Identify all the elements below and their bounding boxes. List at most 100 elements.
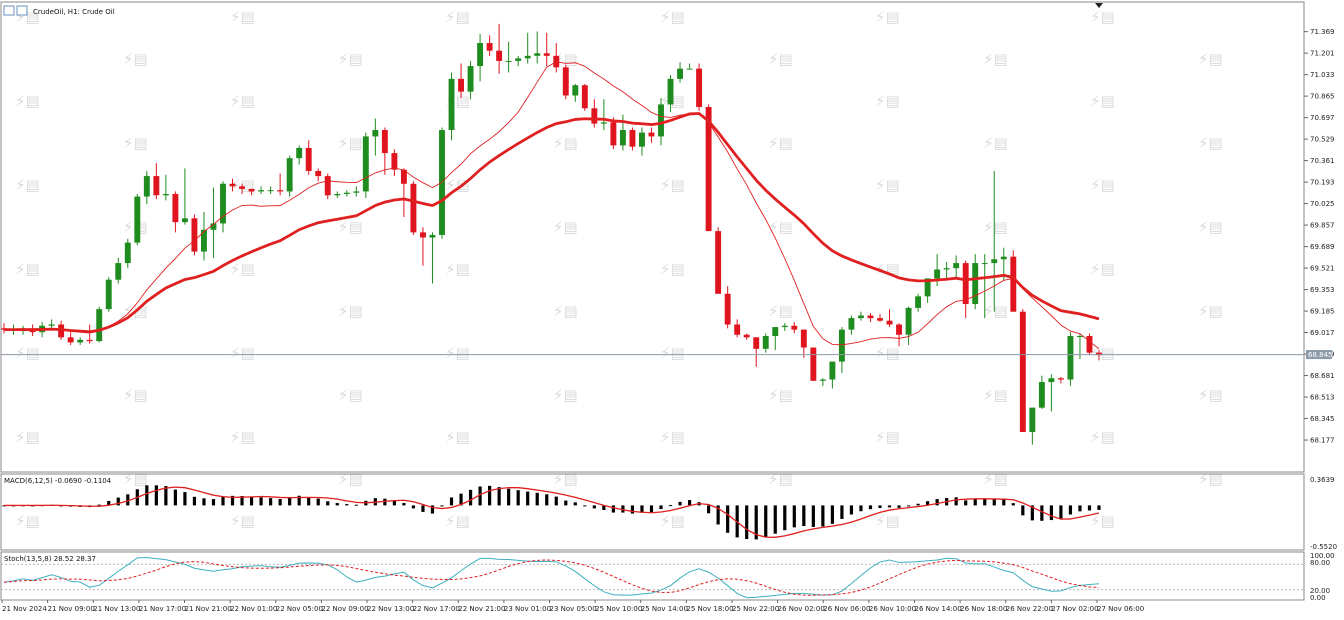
- macd-histogram-bar: [516, 490, 520, 506]
- macd-histogram-bar: [926, 501, 930, 506]
- macd-histogram-bar: [887, 505, 892, 508]
- watermark-mark: ⚡▤: [660, 428, 685, 446]
- macd-histogram-bar: [335, 503, 339, 506]
- time-tick-label: 25 Nov 14:00: [641, 605, 688, 613]
- candle-body: [77, 339, 84, 343]
- candle-body: [458, 78, 464, 92]
- time-tick-label: 22 Nov 05:00: [276, 605, 323, 613]
- macd-histogram-bar: [1097, 505, 1101, 510]
- macd-histogram-bar: [116, 497, 120, 506]
- candle-body: [800, 329, 807, 348]
- shift-marker-icon[interactable]: [1095, 3, 1103, 8]
- candle-body: [400, 169, 407, 184]
- watermark-mark: ⚡▤: [660, 176, 685, 194]
- candle-body: [248, 188, 255, 192]
- candle-body: [581, 85, 588, 109]
- macd-histogram-bar: [126, 494, 130, 506]
- macd-histogram-bar: [183, 492, 187, 506]
- candle-body: [305, 147, 312, 171]
- candle-body: [1077, 336, 1083, 338]
- price-pane-frame: [0, 1, 1305, 473]
- price-tick-label: 71.033: [1310, 71, 1335, 79]
- macd-histogram-bar: [954, 497, 958, 506]
- watermark-mark: ⚡▤: [123, 386, 148, 404]
- macd-histogram-bar: [811, 505, 815, 527]
- candle-body: [705, 107, 712, 232]
- time-tick-label: 22 Nov 17:00: [413, 605, 460, 613]
- watermark-mark: ⚡▤: [1090, 176, 1115, 194]
- time-tick-label: 23 Nov 05:00: [550, 605, 597, 613]
- macd-histogram-bar: [269, 498, 273, 506]
- toolbar-icon-2[interactable]: [16, 5, 28, 16]
- candle-body: [191, 218, 198, 252]
- watermark-mark: ⚡▤: [15, 92, 40, 110]
- chart-title: CrudeOil, H1: Crude Oil: [33, 8, 115, 16]
- watermark-mark: ⚡▤: [15, 512, 40, 530]
- watermark-mark: ⚡▤: [768, 134, 793, 152]
- candle-body: [810, 347, 817, 381]
- macd-histogram-bar: [992, 498, 996, 506]
- candle-body: [534, 53, 541, 56]
- watermark-mark: ⚡▤: [15, 428, 40, 446]
- toolbar-icon[interactable]: [3, 5, 15, 16]
- price-tick-label: 70.697: [1310, 114, 1335, 122]
- watermark-mark: ⚡▤: [230, 260, 255, 278]
- watermark-mark: ⚡▤: [1198, 386, 1223, 404]
- macd-histogram-bar: [802, 505, 806, 527]
- candle-body: [1029, 407, 1036, 432]
- macd-histogram-bar: [192, 496, 197, 506]
- macd-histogram-bar: [154, 485, 158, 506]
- macd-tick-bottom: -0.5520: [1310, 543, 1337, 551]
- time-tick-label: 25 Nov 10:00: [595, 605, 642, 613]
- candle-body: [781, 325, 788, 328]
- candle-body: [772, 327, 779, 337]
- price-tick-label: 70.529: [1310, 136, 1335, 144]
- macd-histogram-bar: [849, 505, 854, 515]
- macd-histogram-bar: [249, 496, 254, 506]
- watermark-mark: ⚡▤: [1090, 260, 1115, 278]
- macd-histogram-bar: [764, 505, 768, 538]
- time-tick-label: 26 Nov 22:00: [1006, 605, 1053, 613]
- candle-body: [181, 218, 188, 223]
- time-tick-label: 25 Nov 18:00: [686, 605, 733, 613]
- watermark-mark: ⚡▤: [230, 344, 255, 362]
- macd-histogram-bar: [840, 505, 844, 519]
- candle-body: [867, 315, 874, 319]
- time-tick-label: 26 Nov 10:00: [869, 605, 916, 613]
- macd-histogram-bar: [1049, 505, 1053, 521]
- watermark-mark: ⚡▤: [230, 512, 255, 530]
- price-tick-label: 68.681: [1310, 372, 1335, 380]
- watermark-mark: ⚡▤: [1090, 512, 1115, 530]
- watermark-mark: ⚡▤: [875, 260, 900, 278]
- watermark-mark: ⚡▤: [445, 428, 470, 446]
- candle-body: [115, 263, 122, 280]
- macd-histogram-bar: [983, 498, 987, 506]
- time-tick-label: 27 Nov 02:00: [1051, 605, 1098, 613]
- watermark-mark: ⚡▤: [875, 92, 900, 110]
- macd-histogram-bar: [754, 505, 758, 540]
- watermark-mark: ⚡▤: [15, 260, 40, 278]
- candle-body: [134, 196, 141, 243]
- candle-body: [448, 78, 455, 131]
- candle-body: [696, 68, 703, 107]
- macd-histogram-bar: [554, 496, 558, 506]
- watermark-mark: ⚡▤: [1198, 218, 1223, 236]
- candle-body: [467, 66, 474, 92]
- watermark-mark: ⚡▤: [338, 470, 363, 488]
- time-tick-label: 21 Nov 21:00: [185, 605, 232, 613]
- watermark-layer: ⚡▤ ⚡▤ ⚡▤ ⚡▤ ⚡▤ ⚡▤ ⚡▤ ⚡▤ ⚡▤ ⚡▤ ⚡▤ ⚡▤ ⚡▤ ⚡▤ ⚡▤ ⚡▤ ⚡▤ ⚡▤ ⚡▤ ⚡▤…: [15, 8, 1223, 530]
- watermark-mark: ⚡▤: [338, 302, 363, 320]
- macd-histogram-bar: [583, 505, 587, 507]
- macd-histogram-bar: [345, 504, 349, 506]
- price-tick-label: 71.201: [1310, 50, 1335, 58]
- candle-body: [201, 229, 207, 252]
- macd-histogram-bar: [687, 500, 692, 506]
- candle-body: [886, 320, 893, 325]
- candle-body: [172, 194, 179, 223]
- macd-histogram-bar: [1011, 503, 1015, 506]
- time-tick-label: 26 Nov 18:00: [960, 605, 1007, 613]
- candle-body: [724, 293, 731, 325]
- candle-body: [496, 50, 503, 61]
- candle-body: [934, 269, 941, 279]
